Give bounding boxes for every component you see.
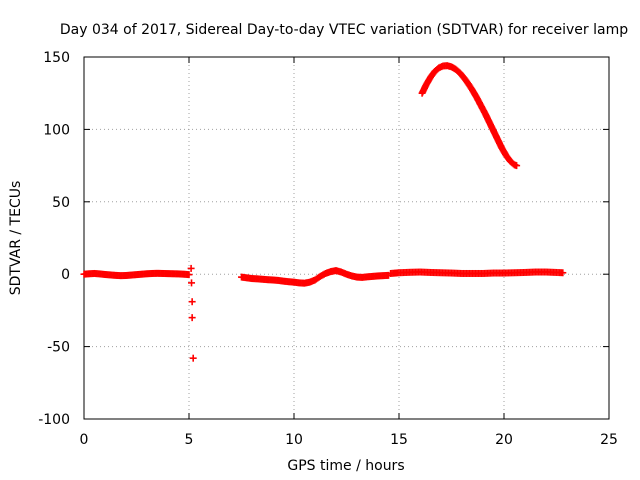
data-point [185, 271, 193, 279]
data-point [188, 314, 196, 322]
x-tick-label: 5 [185, 432, 194, 448]
axis-ticks: 0 5 10 15 20 25 -100 -50 0 50 100 150 [38, 50, 618, 448]
data-point [513, 162, 521, 170]
data-point [189, 354, 197, 362]
data-point [188, 298, 196, 306]
chart-title: Day 034 of 2017, Sidereal Day-to-day VTE… [60, 22, 628, 38]
data-point [559, 269, 567, 277]
x-tick-label: 0 [80, 432, 89, 448]
data-point [187, 264, 195, 272]
x-tick-label: 20 [495, 432, 513, 448]
y-tick-label: -100 [38, 412, 70, 428]
y-tick-label: 50 [52, 195, 70, 211]
x-tick-label: 25 [600, 432, 618, 448]
x-tick-label: 10 [285, 432, 303, 448]
y-tick-label: -50 [47, 340, 70, 356]
plot-frame [83, 56, 610, 420]
y-axis-label: SDTVAR / TECUs [8, 181, 24, 296]
y-tick-label: 0 [61, 267, 70, 283]
x-tick-label: 15 [390, 432, 408, 448]
data-points [80, 62, 567, 362]
x-axis-label: GPS time / hours [287, 458, 404, 474]
y-tick-label: 150 [43, 50, 70, 66]
y-tick-label: 100 [43, 122, 70, 138]
gridlines [84, 57, 609, 419]
data-point [188, 279, 196, 287]
